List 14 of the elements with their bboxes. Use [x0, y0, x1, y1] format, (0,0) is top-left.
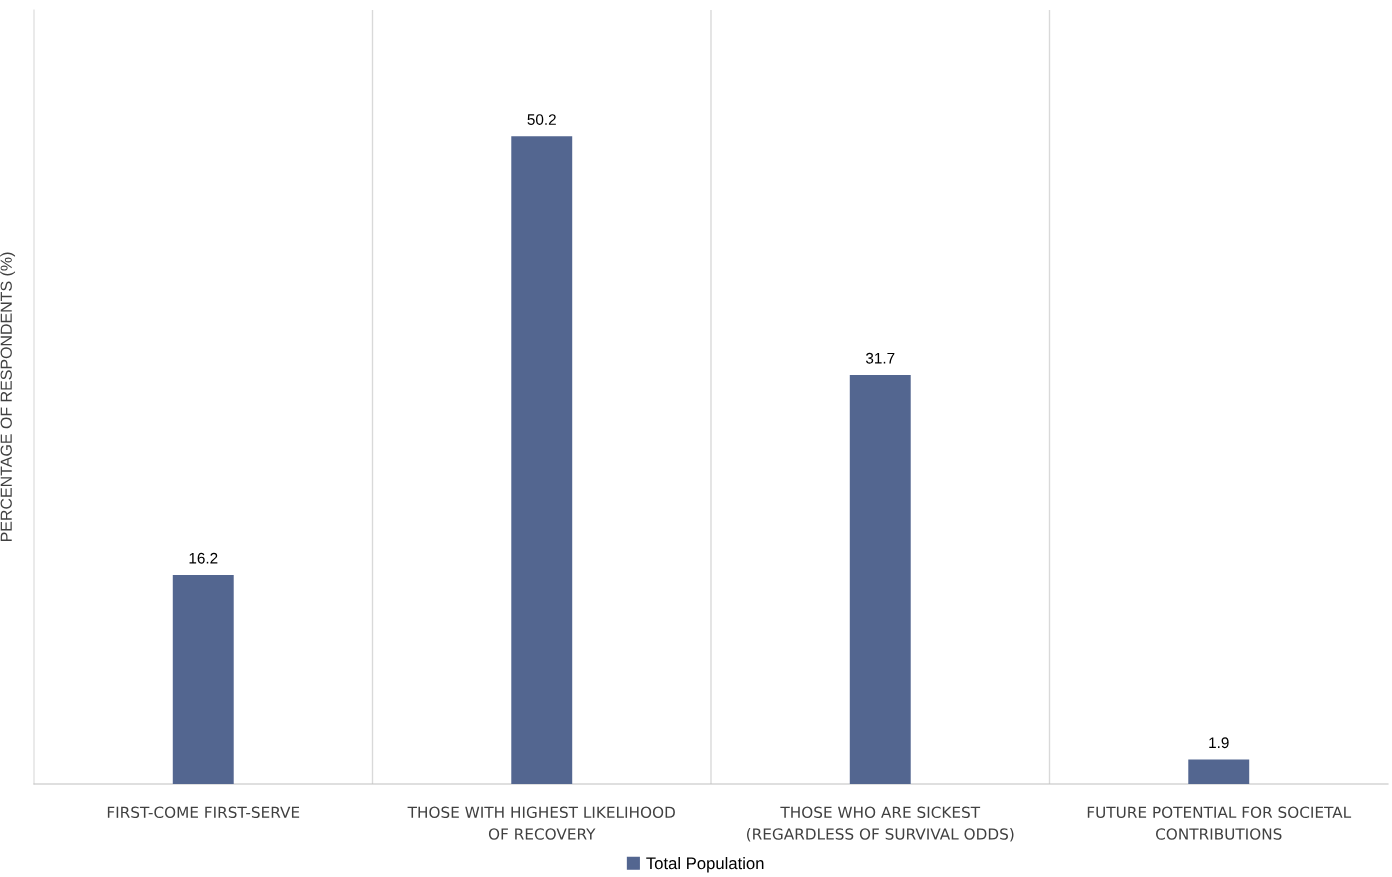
bar — [511, 136, 573, 784]
legend-label: Total Population — [646, 856, 764, 873]
x-tick-label: FIRST-COME FIRST-SERVE — [107, 806, 300, 819]
data-label: 1.9 — [1209, 737, 1229, 749]
data-label: 31.7 — [865, 352, 895, 364]
data-label: 16.2 — [189, 552, 218, 564]
data-label: 50.2 — [527, 114, 556, 125]
bar — [849, 375, 911, 784]
bar — [1188, 759, 1250, 784]
x-tick-label: THOSE WHO ARE SICKEST (REGARDLESS OF SURVIVAL ODDS) — [747, 806, 1014, 842]
x-tick-label: FUTURE POTENTIAL FOR SOCIETAL CONTRIBUTIONS — [1087, 806, 1352, 840]
y-axis-title: PERCENTAGE OF RESPONDENTS (%) — [0, 252, 16, 542]
bar — [172, 574, 234, 784]
x-tick-label: THOSE WITH HIGHEST LIKELIHOOD OF RECOVERY — [407, 806, 675, 840]
